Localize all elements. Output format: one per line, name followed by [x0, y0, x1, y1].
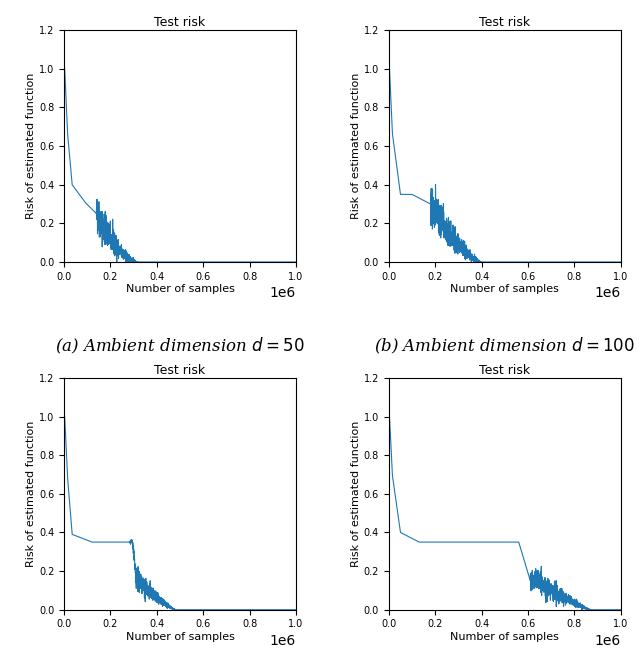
Y-axis label: Risk of estimated function: Risk of estimated function — [351, 73, 361, 219]
Title: Test risk: Test risk — [479, 16, 531, 29]
Y-axis label: Risk of estimated function: Risk of estimated function — [26, 421, 36, 567]
X-axis label: Number of samples: Number of samples — [125, 285, 234, 295]
Title: Test risk: Test risk — [154, 16, 205, 29]
X-axis label: Number of samples: Number of samples — [125, 632, 234, 643]
Y-axis label: Risk of estimated function: Risk of estimated function — [26, 73, 36, 219]
Title: Test risk: Test risk — [154, 364, 205, 377]
Text: (a) Ambient dimension $d = 50$: (a) Ambient dimension $d = 50$ — [55, 336, 305, 356]
Y-axis label: Risk of estimated function: Risk of estimated function — [351, 421, 361, 567]
Title: Test risk: Test risk — [479, 364, 531, 377]
X-axis label: Number of samples: Number of samples — [451, 285, 559, 295]
Text: (b) Ambient dimension $d = 100$: (b) Ambient dimension $d = 100$ — [374, 336, 636, 356]
X-axis label: Number of samples: Number of samples — [451, 632, 559, 643]
